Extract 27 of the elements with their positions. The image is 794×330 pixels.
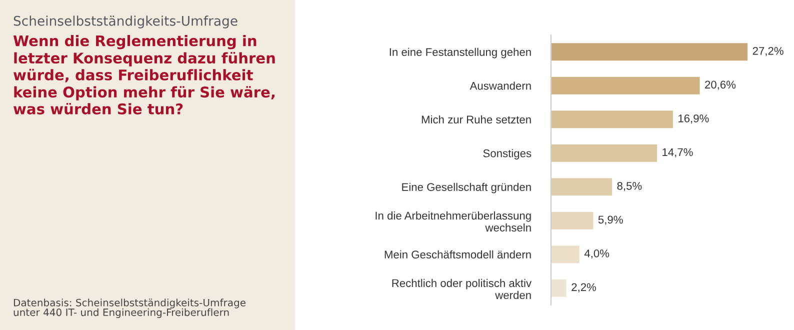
bar [551, 177, 614, 197]
bar [551, 110, 674, 130]
bar [551, 143, 658, 163]
bar [551, 210, 594, 230]
y-tick-label: Mein Geschäftsmodell ändern [384, 250, 531, 259]
bar [551, 42, 749, 62]
y-tick-label: In eine Festanstellung gehen [390, 48, 531, 58]
y-tick-label: In die Arbeitnehmerüberlassung wechseln [376, 211, 531, 232]
y-tick-label: Mich zur Ruhe setzten [422, 115, 531, 124]
y-tick-label: Sonstiges [483, 149, 532, 160]
text: Wenn die Reglementierung in letzter Konsequenz dazu führen würde, dass Freiberuflichkeit keine Option mehr für Sie wäre, was würden Sie tun? [13, 35, 275, 114]
data-label: 2,2% [572, 283, 596, 292]
data-label: 27,2% [752, 46, 784, 56]
text: Scheinselbstständigkeits-Umfrage [14, 16, 238, 28]
text: Datenbasis: Scheinselbstständigkeits-Umfrage unter 440 IT- und Engineering-Freiberuflern [14, 298, 246, 318]
data-label: 8,5% [617, 182, 642, 192]
bar [551, 278, 568, 298]
data-label: 16,9% [678, 114, 709, 124]
data-label: 4,0% [584, 249, 610, 259]
bar [551, 244, 581, 264]
y-tick-label: Auswandern [470, 82, 531, 90]
data-label: 5,9% [598, 216, 623, 225]
data-label: 20,6% [705, 80, 736, 90]
y-tick-label: Eine Gesellschaft gründen [402, 182, 531, 194]
y-tick-label: Rechtlich oder politisch aktiv werden [392, 278, 532, 300]
bar [551, 76, 701, 96]
data-label: 14,7% [662, 148, 693, 158]
